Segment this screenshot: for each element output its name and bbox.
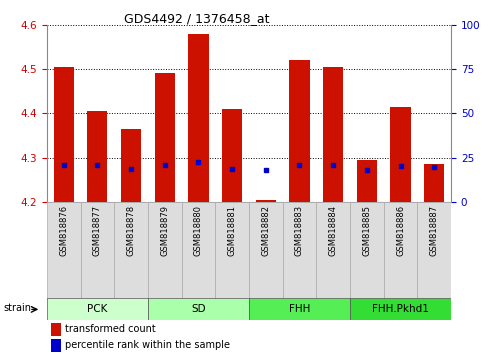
Bar xyxy=(256,200,276,202)
Bar xyxy=(384,202,418,299)
Text: GSM818880: GSM818880 xyxy=(194,205,203,256)
Text: GSM818881: GSM818881 xyxy=(228,205,237,256)
Text: FHH: FHH xyxy=(289,304,310,314)
Bar xyxy=(148,202,181,299)
Text: GSM818877: GSM818877 xyxy=(93,205,102,256)
Bar xyxy=(357,160,377,202)
Bar xyxy=(155,73,175,202)
Text: GSM818883: GSM818883 xyxy=(295,205,304,256)
Bar xyxy=(51,339,61,352)
Bar xyxy=(54,67,74,202)
Text: GSM818878: GSM818878 xyxy=(127,205,136,256)
Bar xyxy=(350,298,451,320)
Bar xyxy=(424,164,444,202)
Bar xyxy=(121,129,141,202)
Bar xyxy=(87,111,107,202)
Text: strain: strain xyxy=(4,303,32,313)
Bar xyxy=(222,109,242,202)
Bar xyxy=(249,298,350,320)
Bar xyxy=(350,202,384,299)
Text: PCK: PCK xyxy=(87,304,107,314)
Text: FHH.Pkhd1: FHH.Pkhd1 xyxy=(372,304,429,314)
Bar xyxy=(80,202,114,299)
Text: transformed count: transformed count xyxy=(65,324,156,334)
Bar xyxy=(181,202,215,299)
Text: percentile rank within the sample: percentile rank within the sample xyxy=(65,340,230,350)
Bar xyxy=(47,298,148,320)
Text: GDS4492 / 1376458_at: GDS4492 / 1376458_at xyxy=(124,12,270,25)
Bar xyxy=(418,202,451,299)
Bar xyxy=(51,323,61,336)
Text: GSM818876: GSM818876 xyxy=(59,205,68,256)
Text: GSM818879: GSM818879 xyxy=(160,205,169,256)
Bar xyxy=(148,298,249,320)
Bar xyxy=(188,34,209,202)
Bar xyxy=(215,202,249,299)
Text: GSM818886: GSM818886 xyxy=(396,205,405,256)
Bar xyxy=(323,67,343,202)
Bar xyxy=(47,202,80,299)
Bar xyxy=(114,202,148,299)
Bar xyxy=(249,202,282,299)
Text: GSM818887: GSM818887 xyxy=(430,205,439,256)
Text: GSM818884: GSM818884 xyxy=(329,205,338,256)
Bar xyxy=(282,202,317,299)
Text: SD: SD xyxy=(191,304,206,314)
Bar xyxy=(390,107,411,202)
Text: GSM818885: GSM818885 xyxy=(362,205,371,256)
Bar xyxy=(317,202,350,299)
Text: GSM818882: GSM818882 xyxy=(261,205,270,256)
Bar xyxy=(289,60,310,202)
